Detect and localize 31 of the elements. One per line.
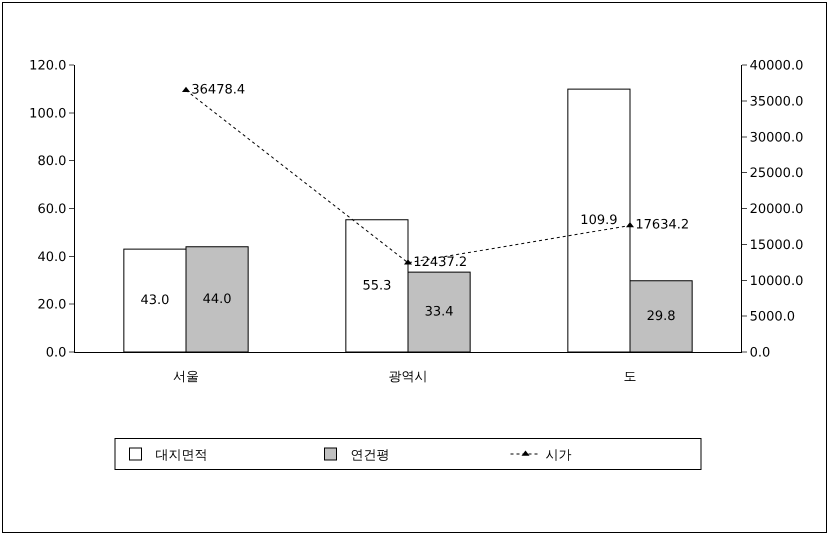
y-tick-label: 0.0 <box>46 346 66 361</box>
data-label: 36478.4 <box>191 82 246 98</box>
legend-label: 시가 <box>546 448 572 464</box>
y-tick-label: 20.0 <box>37 298 66 313</box>
y-tick-label: 100.0 <box>29 106 66 122</box>
y-tick-label: 40.0 <box>37 250 66 265</box>
x-tick-label: 도 <box>624 370 636 385</box>
y2-tick-label: 5000.0 <box>750 310 796 325</box>
data-label: 29.8 <box>646 308 676 324</box>
y2-tick-label: 15000.0 <box>750 238 804 253</box>
y2-tick-label: 10000.0 <box>750 274 804 289</box>
y-tick-label: 60.0 <box>37 202 66 218</box>
y2-tick-label: 40000.0 <box>750 58 804 74</box>
legend-label: 연건평 <box>350 448 390 464</box>
legend-label: 대지면적 <box>156 448 208 464</box>
y-tick-label: 120.0 <box>29 58 66 74</box>
data-label: 12437.2 <box>413 255 468 270</box>
data-label: 43.0 <box>140 293 170 308</box>
data-label: 44.0 <box>202 292 232 307</box>
y2-tick-label: 30000.0 <box>750 130 804 146</box>
y-tick-label: 80.0 <box>37 154 66 170</box>
data-label: 33.4 <box>424 304 454 320</box>
x-tick-label: 광역시 <box>388 370 428 385</box>
y2-tick-label: 25000.0 <box>750 166 804 182</box>
data-label: 55.3 <box>362 278 392 294</box>
y2-tick-label: 20000.0 <box>750 202 804 218</box>
data-label: 17634.2 <box>635 218 690 233</box>
x-tick-label: 서울 <box>173 370 199 385</box>
y2-tick-label: 0.0 <box>750 346 770 361</box>
data-label: 109.9 <box>580 213 618 228</box>
y2-tick-label: 35000.0 <box>750 94 804 110</box>
